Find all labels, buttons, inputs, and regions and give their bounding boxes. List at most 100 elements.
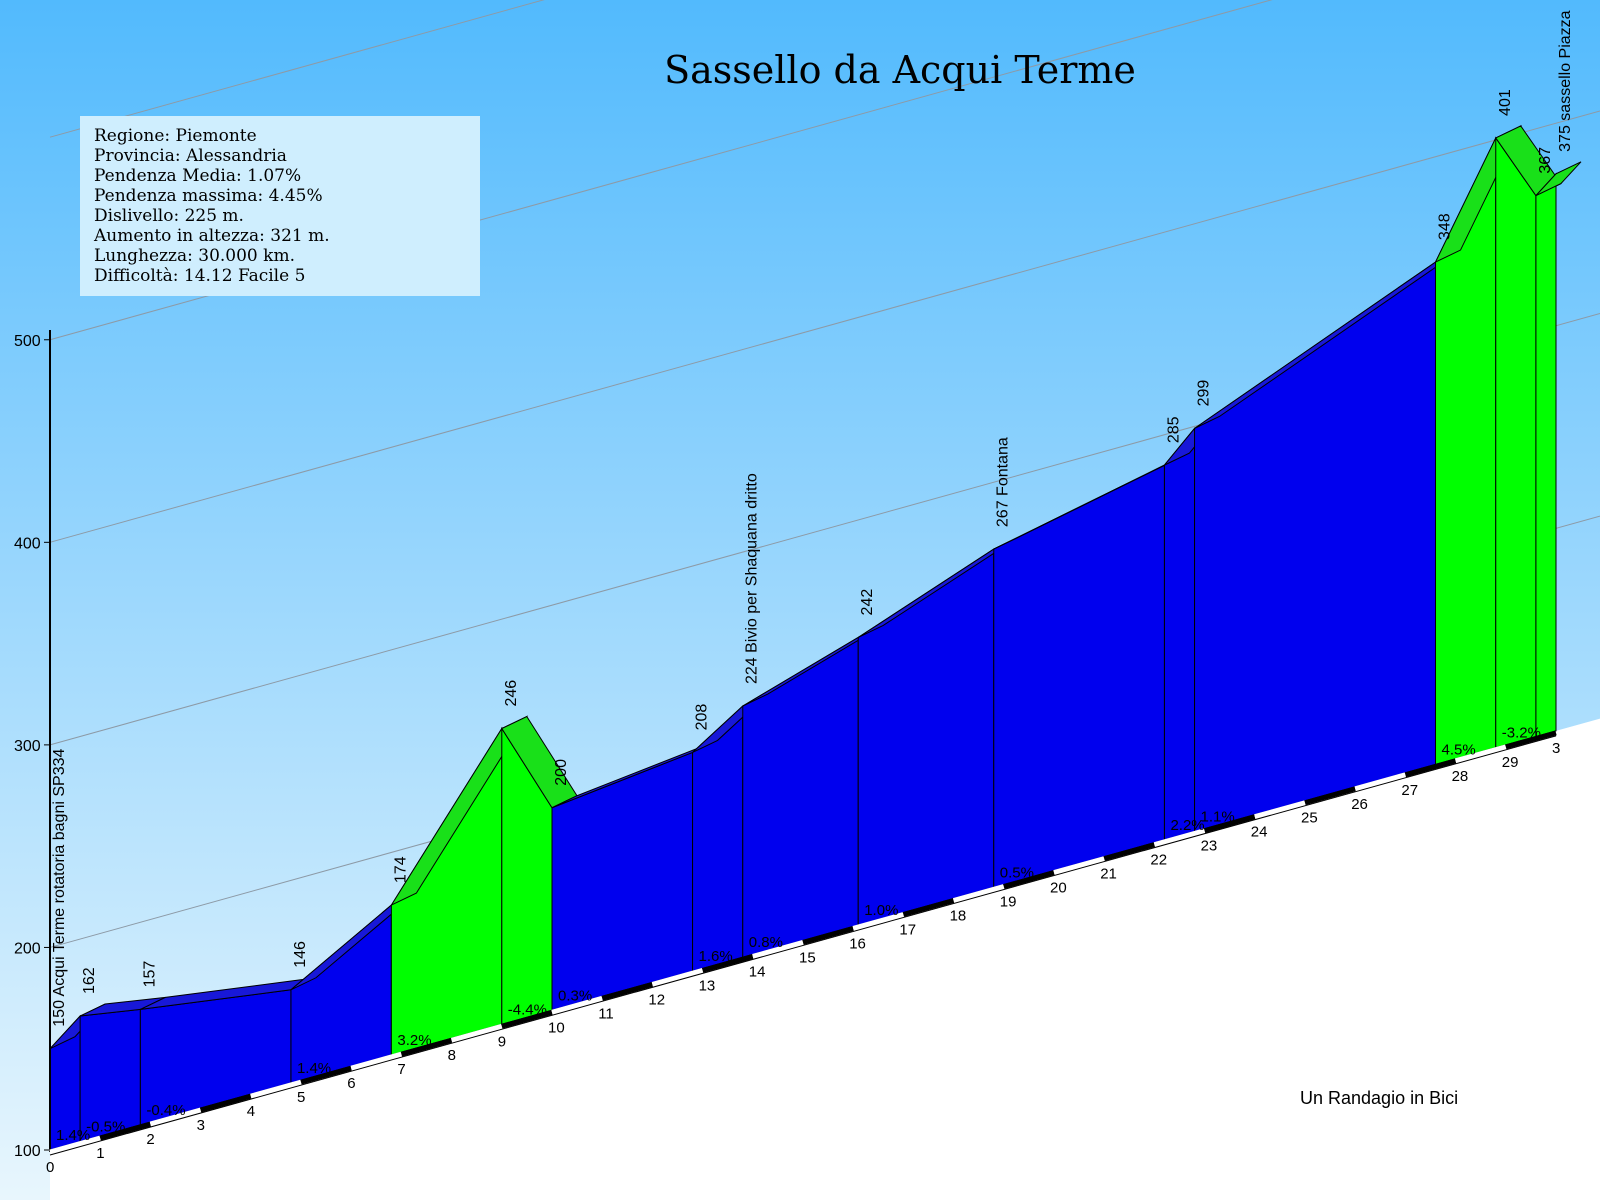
x-tick-label-20: 20 <box>1050 880 1067 897</box>
info-pendenza-media: Pendenza Media: 1.07% <box>94 166 302 186</box>
x-tick-label-13: 13 <box>699 977 716 994</box>
point-label-15: 367 <box>1537 147 1554 174</box>
baseline-band-19 <box>1003 870 1055 889</box>
grade-label-2: -0.4% <box>146 1102 185 1119</box>
x-tick-label-23: 23 <box>1201 838 1218 855</box>
point-label-13: 348 <box>1437 213 1454 240</box>
x-tick-label-27: 27 <box>1401 782 1418 799</box>
grade-label-0: 1.4% <box>56 1127 90 1144</box>
x-tick-label-2: 2 <box>146 1131 154 1148</box>
baseline-band-9 <box>501 1009 553 1029</box>
x-tick-label-19: 19 <box>1000 894 1017 911</box>
y-tick-label-100: 100 <box>14 1143 41 1160</box>
x-tick-label-24: 24 <box>1251 824 1268 841</box>
grade-label-1: -0.5% <box>86 1119 125 1136</box>
baseline-band-26 <box>1354 772 1407 792</box>
baseline-band-15 <box>802 926 854 945</box>
point-label-4: 174 <box>392 856 409 883</box>
y-tick-label-400: 400 <box>14 535 41 552</box>
x-tick-label-0: 0 <box>46 1159 54 1176</box>
info-pendenza-massima: Pendenza massima: 4.45% <box>94 186 323 206</box>
x-tick-label-3: 3 <box>197 1117 205 1134</box>
grade-label-5: -4.4% <box>508 1001 547 1018</box>
x-tick-label-22: 22 <box>1150 852 1167 869</box>
info-dislivello: Dislivello: 225 m. <box>94 206 244 226</box>
info-box: Regione: Piemonte Provincia: Alessandria… <box>80 116 480 296</box>
x-tick-label-17: 17 <box>899 921 916 938</box>
grade-label-10: 0.5% <box>1000 864 1034 881</box>
info-aumento-altezza: Aumento in altezza: 321 m. <box>94 226 330 246</box>
baseline-band-11 <box>601 981 654 1001</box>
baseline-band-22 <box>1153 828 1206 848</box>
grade-label-11: 2.2% <box>1170 817 1204 834</box>
baseline-band-16 <box>852 912 905 931</box>
point-label-12: 299 <box>1196 380 1213 407</box>
point-label-1: 162 <box>81 967 98 994</box>
point-label-11: 285 <box>1165 416 1182 443</box>
point-label-3: 146 <box>292 941 309 968</box>
baseline-band-0 <box>49 1135 101 1155</box>
y-tick-label-500: 500 <box>14 333 41 350</box>
baseline-band-7 <box>400 1037 453 1057</box>
x-tick-label-21: 21 <box>1100 866 1117 883</box>
baseline-band-13 <box>701 954 754 973</box>
x-tick-label-11: 11 <box>598 1005 614 1022</box>
x-tick-label-7: 7 <box>397 1061 405 1078</box>
baseline-band-6 <box>350 1051 403 1071</box>
grade-label-12: 1.1% <box>1201 808 1235 825</box>
baseline-band-3 <box>199 1093 252 1113</box>
x-tick-label-4: 4 <box>247 1103 255 1120</box>
baseline-band-27 <box>1404 758 1457 778</box>
x-tick-label-26: 26 <box>1351 796 1368 813</box>
point-label-9: 242 <box>859 589 876 616</box>
baseline-band-28 <box>1454 744 1507 764</box>
baseline-band-29 <box>1505 730 1557 750</box>
segment-top-15 <box>1535 161 1582 197</box>
baseline-band-4 <box>250 1079 302 1099</box>
point-label-7: 208 <box>694 704 711 731</box>
info-regione: Regione: Piemonte <box>94 126 257 146</box>
x-tick-label-16: 16 <box>849 935 866 952</box>
gridline-top <box>49 0 545 138</box>
x-tick-label-5: 5 <box>297 1089 305 1106</box>
point-label-5: 246 <box>503 680 520 707</box>
baseline-band-24 <box>1254 800 1306 820</box>
baseline-band-25 <box>1304 786 1356 806</box>
y-tick-label-200: 200 <box>14 940 41 957</box>
baseline-band-21 <box>1103 842 1156 862</box>
baseline-band-8 <box>450 1023 503 1043</box>
grade-label-8: 0.8% <box>749 934 783 951</box>
grade-label-4: 3.2% <box>397 1032 431 1049</box>
y-tick-label-300: 300 <box>14 738 41 755</box>
info-provincia: Provincia: Alessandria <box>94 146 287 166</box>
grade-label-9: 1.0% <box>864 902 898 919</box>
x-tick-label-28: 28 <box>1452 768 1469 785</box>
x-tick-label-14: 14 <box>749 963 766 980</box>
info-lunghezza: Lunghezza: 30.000 km. <box>94 246 295 266</box>
baseline-band-14 <box>752 940 804 959</box>
baseline-band-23 <box>1203 814 1256 834</box>
x-tick-label-12: 12 <box>648 991 665 1008</box>
grade-label-3: 1.4% <box>297 1060 331 1077</box>
segment-face-15 <box>1535 172 1557 738</box>
point-label-14: 401 <box>1497 89 1514 116</box>
segment-face-14 <box>1495 136 1537 749</box>
point-label-0: 150 Acqui Terme rotatoria bagni SP334 <box>51 749 68 1027</box>
baseline-band-17 <box>902 898 955 917</box>
x-tick-label-10: 10 <box>548 1019 565 1036</box>
baseline-band-1 <box>99 1121 152 1141</box>
baseline-band-10 <box>551 995 603 1015</box>
segment-face-11 <box>1163 426 1196 841</box>
x-tick-label-15: 15 <box>799 949 816 966</box>
x-tick-label-30: 3 <box>1552 740 1560 757</box>
x-tick-label-8: 8 <box>448 1047 456 1064</box>
baseline-edge <box>49 735 1557 1156</box>
x-tick-label-29: 29 <box>1502 754 1519 771</box>
baseline-band-20 <box>1053 856 1105 875</box>
x-tick-label-9: 9 <box>498 1033 506 1050</box>
baseline-band-5 <box>300 1065 352 1085</box>
info-difficolta: Difficoltà: 14.12 Facile 5 <box>94 266 306 286</box>
x-tick-label-1: 1 <box>96 1145 104 1162</box>
